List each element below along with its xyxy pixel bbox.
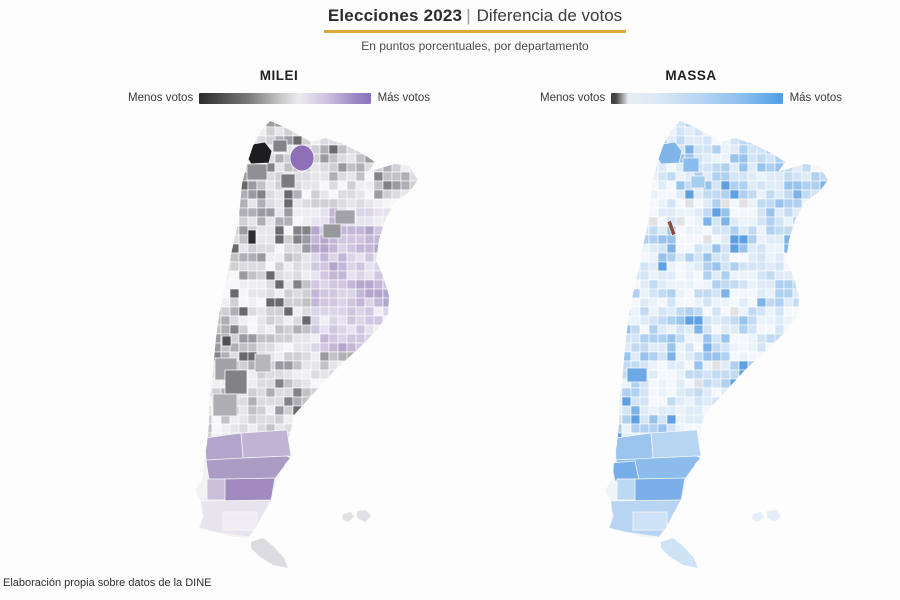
title-separator: | bbox=[466, 6, 471, 25]
massa-legend: Menos votos Más votos bbox=[540, 92, 842, 104]
title-bold: Elecciones 2023 bbox=[327, 6, 463, 25]
massa-choropleth-map bbox=[605, 121, 828, 568]
massa-column: MASSA Menos votos Más votos bbox=[540, 68, 842, 104]
page-subtitle: En puntos porcentuales, por departamento bbox=[361, 39, 589, 53]
milei-legend-left-label: Menos votos bbox=[128, 92, 194, 104]
milei-column: MILEI Menos votos Más votos bbox=[128, 68, 430, 104]
massa-legend-right-label: Más votos bbox=[789, 92, 842, 104]
milei-legend-right-label: Más votos bbox=[377, 92, 430, 104]
source-note: Elaboración propia sobre datos de la DIN… bbox=[3, 577, 212, 589]
header: Elecciones 2023 | Diferencia de votos En p… bbox=[0, 6, 900, 53]
massa-legend-left-label: Menos votos bbox=[540, 92, 606, 104]
massa-map-title: MASSA bbox=[665, 68, 717, 83]
milei-choropleth-map bbox=[195, 121, 418, 568]
milei-legend-gradient-bar bbox=[199, 92, 372, 104]
milei-map-title: MILEI bbox=[259, 68, 299, 83]
milei-legend: Menos votos Más votos bbox=[128, 92, 430, 104]
title-rest: Diferencia de votos bbox=[476, 6, 623, 25]
page-title: Elecciones 2023 | Diferencia de votos bbox=[323, 6, 627, 33]
massa-legend-gradient-bar bbox=[611, 92, 784, 104]
